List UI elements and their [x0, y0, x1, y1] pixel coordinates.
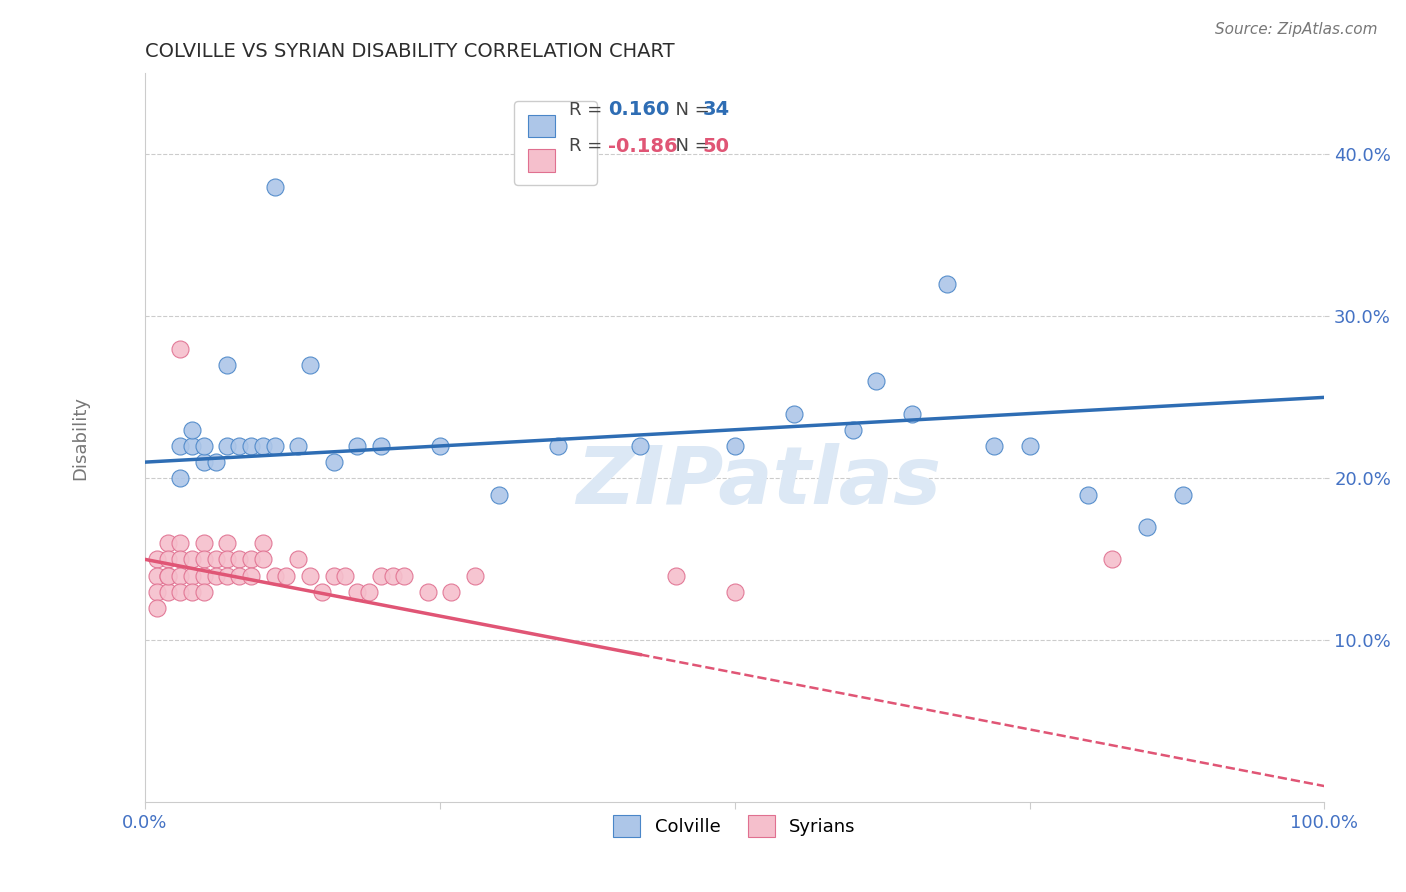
Point — [145, 552, 167, 566]
Y-axis label: Disability: Disability — [72, 396, 89, 480]
Point — [181, 423, 204, 437]
Point — [263, 568, 285, 582]
Point — [228, 568, 250, 582]
Point — [298, 358, 321, 372]
Point — [193, 552, 215, 566]
Point — [346, 439, 368, 453]
Point — [217, 552, 239, 566]
Point — [287, 552, 309, 566]
Point — [416, 584, 439, 599]
Point — [169, 552, 191, 566]
Point — [252, 536, 274, 550]
Point — [169, 342, 191, 356]
Point — [193, 536, 215, 550]
Point — [228, 552, 250, 566]
Point — [181, 552, 204, 566]
Point — [239, 439, 262, 453]
Point — [252, 439, 274, 453]
Text: -0.186: -0.186 — [609, 136, 678, 156]
Point — [217, 536, 239, 550]
Point — [157, 552, 180, 566]
Point — [298, 568, 321, 582]
Point — [204, 552, 226, 566]
Point — [1101, 552, 1123, 566]
Text: N =: N = — [664, 137, 716, 155]
Point — [157, 536, 180, 550]
Point — [841, 423, 863, 437]
Text: 50: 50 — [703, 136, 730, 156]
Point — [169, 439, 191, 453]
Point — [983, 439, 1005, 453]
Point — [346, 584, 368, 599]
Point — [193, 584, 215, 599]
Text: 34: 34 — [703, 101, 730, 120]
Point — [488, 487, 510, 501]
Point — [547, 439, 569, 453]
Text: COLVILLE VS SYRIAN DISABILITY CORRELATION CHART: COLVILLE VS SYRIAN DISABILITY CORRELATIO… — [145, 42, 675, 61]
Legend: Colville, Syrians: Colville, Syrians — [606, 808, 863, 844]
Point — [335, 568, 357, 582]
Point — [440, 584, 463, 599]
Point — [193, 455, 215, 469]
Point — [145, 601, 167, 615]
Point — [276, 568, 298, 582]
Point — [322, 568, 344, 582]
Point — [464, 568, 486, 582]
Point — [935, 277, 957, 291]
Point — [287, 439, 309, 453]
Point — [204, 455, 226, 469]
Point — [157, 568, 180, 582]
Point — [1171, 487, 1194, 501]
Point — [169, 471, 191, 485]
Point — [263, 439, 285, 453]
Point — [357, 584, 380, 599]
Point — [157, 568, 180, 582]
Text: 0.160: 0.160 — [609, 101, 669, 120]
Point — [723, 584, 745, 599]
Point — [228, 439, 250, 453]
Point — [169, 568, 191, 582]
Point — [157, 584, 180, 599]
Point — [169, 536, 191, 550]
Point — [1018, 439, 1040, 453]
Text: R =: R = — [569, 101, 609, 119]
Text: N =: N = — [664, 101, 716, 119]
Point — [239, 552, 262, 566]
Point — [370, 439, 392, 453]
Point — [723, 439, 745, 453]
Point — [311, 584, 333, 599]
Point — [169, 584, 191, 599]
Point — [181, 584, 204, 599]
Point — [193, 439, 215, 453]
Point — [782, 407, 804, 421]
Text: Source: ZipAtlas.com: Source: ZipAtlas.com — [1215, 22, 1378, 37]
Point — [900, 407, 922, 421]
Point — [263, 179, 285, 194]
Point — [217, 358, 239, 372]
Point — [145, 584, 167, 599]
Point — [204, 568, 226, 582]
Point — [145, 568, 167, 582]
Point — [322, 455, 344, 469]
Point — [1077, 487, 1099, 501]
Point — [217, 568, 239, 582]
Point — [1136, 520, 1159, 534]
Point — [239, 568, 262, 582]
Point — [252, 552, 274, 566]
Point — [381, 568, 404, 582]
Point — [865, 374, 887, 388]
Point — [181, 568, 204, 582]
Point — [370, 568, 392, 582]
Point — [628, 439, 651, 453]
Point — [394, 568, 416, 582]
Text: R =: R = — [569, 137, 609, 155]
Text: ZIPatlas: ZIPatlas — [575, 442, 941, 521]
Point — [217, 439, 239, 453]
Point — [181, 439, 204, 453]
Point — [429, 439, 451, 453]
Point — [665, 568, 688, 582]
Point — [193, 568, 215, 582]
